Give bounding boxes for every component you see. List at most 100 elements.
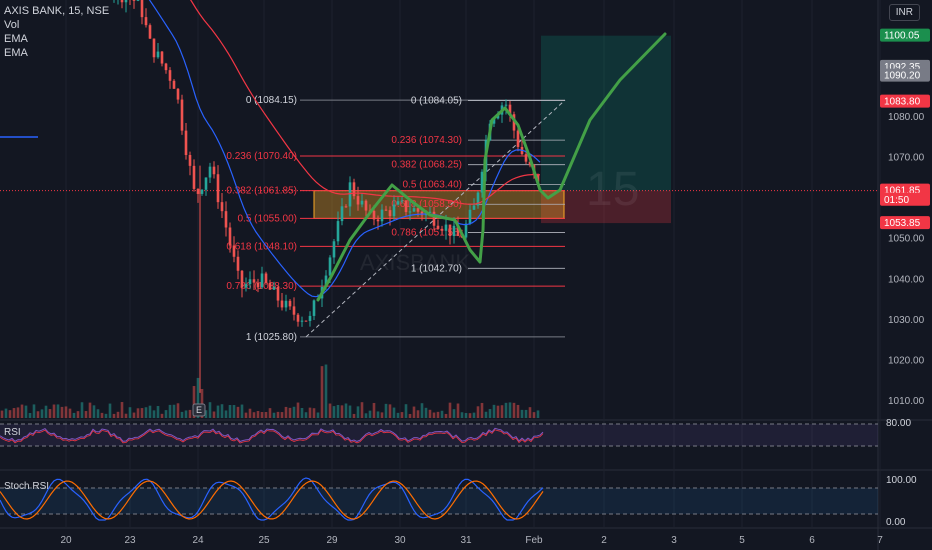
candle-body <box>444 224 448 231</box>
candle-body <box>400 200 404 202</box>
volume-bar <box>404 404 408 418</box>
volume-bar <box>364 413 368 418</box>
volume-bar <box>212 411 216 418</box>
volume-bar <box>252 412 256 418</box>
indicator-ema-2[interactable]: EMA <box>4 47 28 59</box>
candle-body <box>296 314 300 322</box>
volume-bar <box>248 408 252 418</box>
candle-body <box>436 225 440 229</box>
volume-bar <box>184 410 188 418</box>
candle-body <box>220 202 224 212</box>
volume-bar <box>444 413 448 418</box>
volume-bar <box>400 412 404 418</box>
volume-bar <box>356 406 360 418</box>
price-axis-tick: 1050.00 <box>888 234 925 245</box>
volume-bar <box>388 404 392 418</box>
indicator-ema-1[interactable]: EMA <box>4 33 28 45</box>
candle-body <box>376 219 380 222</box>
volume-bar <box>36 411 40 418</box>
volume-bar <box>28 412 32 418</box>
volume-bar <box>528 407 532 418</box>
volume-bar <box>456 403 460 418</box>
rsi-ma-line <box>0 429 544 444</box>
volume-bar <box>532 412 536 418</box>
time-axis-label: 31 <box>460 535 472 546</box>
volume-bar <box>504 402 508 418</box>
volume-bar <box>372 402 376 418</box>
candle-body <box>172 80 176 89</box>
volume-bar <box>224 410 228 418</box>
time-axis-label: 2 <box>601 535 607 546</box>
volume-bar <box>148 405 152 418</box>
volume-bar <box>432 412 436 418</box>
volume-bar <box>272 412 276 418</box>
candle-body <box>244 284 248 288</box>
symbol-title[interactable]: AXIS BANK, 15, NSE <box>4 5 110 17</box>
volume-bar <box>484 411 488 418</box>
volume-bar <box>132 412 136 418</box>
indicator-vol[interactable]: Vol <box>4 19 20 31</box>
volume-bar <box>396 412 400 418</box>
candle-body <box>512 114 516 131</box>
time-axis-label: 20 <box>60 535 72 546</box>
candle-body <box>188 155 192 166</box>
candle-body <box>200 189 204 194</box>
volume-bar <box>244 412 248 418</box>
price-axis-tick: 1020.00 <box>888 355 925 366</box>
volume-bar <box>424 407 428 418</box>
fib-right-level-label: 0 (1084.05) <box>411 96 462 107</box>
volume-bar <box>144 407 148 418</box>
candle-body <box>524 154 528 162</box>
price-tag-label: 1100.05 <box>884 31 920 42</box>
currency-selector[interactable]: INR <box>888 4 920 21</box>
candle-body <box>440 228 444 231</box>
candle-body <box>304 320 308 322</box>
chart-legend: AXIS BANK, 15, NSE Vol EMA EMA <box>4 4 109 60</box>
volume-bar <box>308 407 312 418</box>
time-axis-label: 5 <box>739 535 745 546</box>
volume-bar <box>140 408 144 418</box>
volume-bar <box>24 405 28 418</box>
volume-bar <box>336 404 340 418</box>
candle-body <box>448 224 452 237</box>
volume-bar <box>316 412 320 418</box>
volume-bar <box>384 403 388 418</box>
candle-body <box>176 88 180 100</box>
volume-bar <box>196 377 200 418</box>
volume-bar <box>392 407 396 418</box>
candle-body <box>516 130 520 147</box>
fib-left-level-label: 0 (1084.15) <box>246 95 297 106</box>
volume-bar <box>408 413 412 418</box>
candle-body <box>124 0 128 3</box>
price-tag <box>880 94 930 108</box>
volume-bar <box>412 406 416 418</box>
candle-body <box>240 270 244 288</box>
stoch-d-line <box>0 480 544 520</box>
candle-body <box>120 0 124 3</box>
ema-slow-line <box>189 0 541 205</box>
candle-body <box>268 282 272 290</box>
fib-left-level-label: 1 (1025.80) <box>246 332 297 343</box>
projection-path <box>316 32 667 302</box>
volume-bar <box>340 405 344 418</box>
volume-bar <box>376 411 380 418</box>
candle-body <box>300 320 304 322</box>
volume-bar <box>332 406 336 418</box>
time-axis-label: 3 <box>671 535 677 546</box>
volume-bars <box>0 364 540 418</box>
volume-bar <box>524 409 528 418</box>
candle-body <box>192 165 196 189</box>
volume-bar <box>220 404 224 418</box>
volume-bar <box>204 410 208 418</box>
price-tag-label: 01:50 <box>884 195 909 206</box>
volume-bar <box>52 404 56 418</box>
time-axis-label: 23 <box>124 535 136 546</box>
candle-body <box>336 221 340 242</box>
price-tag <box>880 28 930 42</box>
candle-body <box>372 210 376 220</box>
rsi-line <box>0 427 544 443</box>
volume-bar <box>460 412 464 418</box>
volume-bar <box>64 406 68 418</box>
volume-bar <box>68 408 72 418</box>
